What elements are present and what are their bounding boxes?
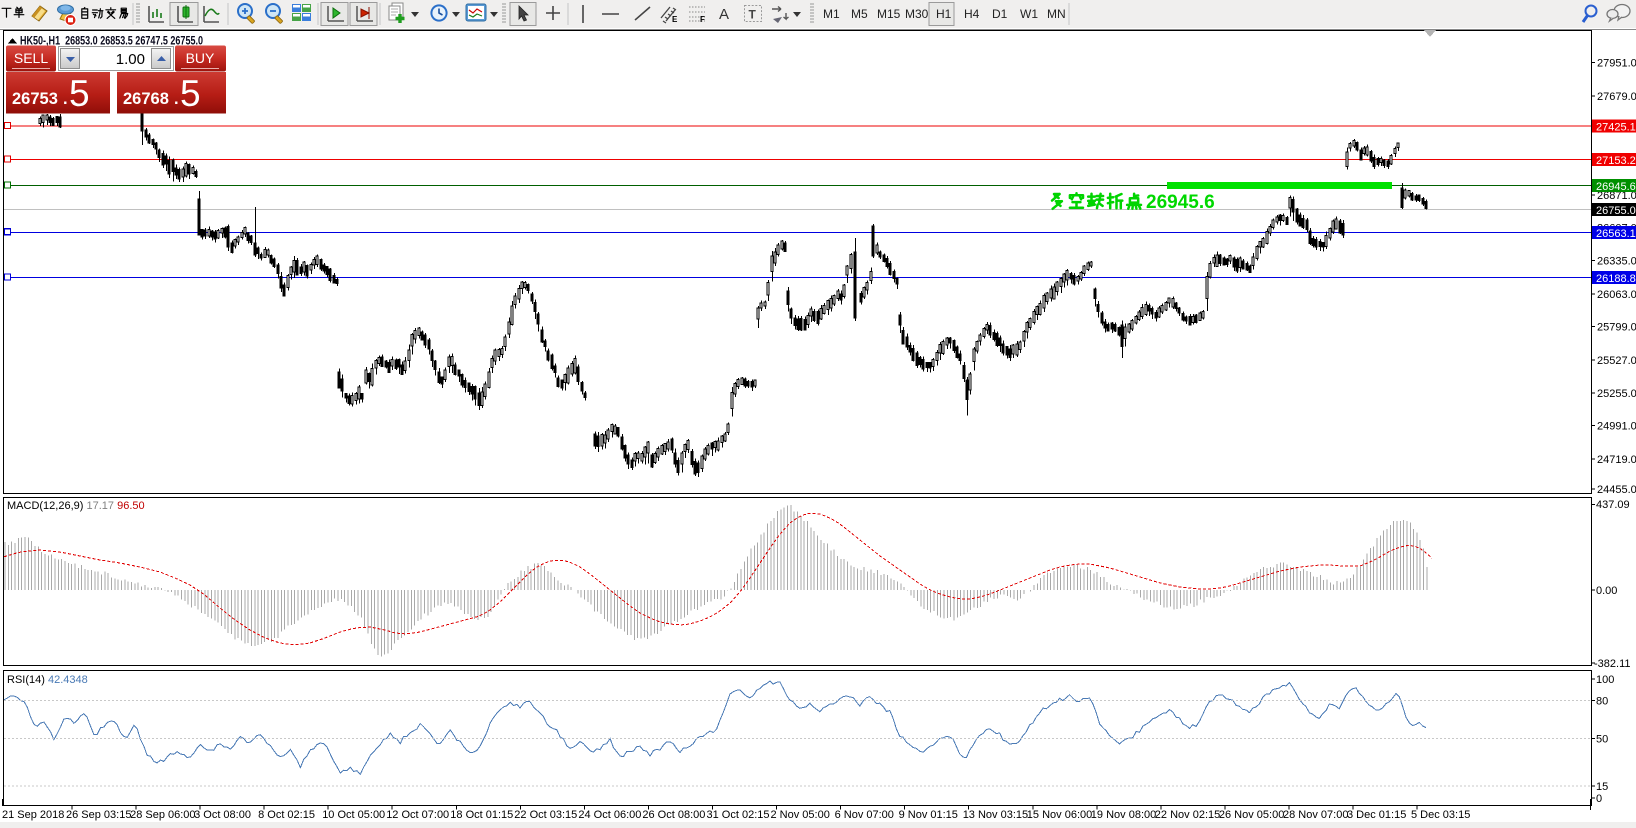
svg-text:80: 80 [1596, 696, 1608, 708]
svg-text:MN: MN [1047, 7, 1066, 21]
svg-text:24 Oct 06:00: 24 Oct 06:00 [578, 809, 641, 821]
svg-text:HK50-,H1 26853.0 26853.5 2674: HK50-,H1 26853.0 26853.5 26747.5 26755.0 [20, 36, 203, 48]
svg-text:24991.0: 24991.0 [1597, 421, 1636, 433]
svg-text:25527.0: 25527.0 [1597, 355, 1636, 367]
svg-text:28 Nov 07:00: 28 Nov 07:00 [1283, 809, 1348, 821]
svg-text:6 Nov 07:00: 6 Nov 07:00 [835, 809, 894, 821]
svg-text:1.00: 1.00 [116, 51, 145, 68]
svg-text:5 Dec 03:15: 5 Dec 03:15 [1411, 809, 1470, 821]
svg-text:26871.0: 26871.0 [1597, 190, 1636, 202]
svg-text:E: E [672, 15, 678, 24]
svg-text:18 Oct 01:15: 18 Oct 01:15 [450, 809, 513, 821]
svg-text:22 Nov 02:15: 22 Nov 02:15 [1155, 809, 1220, 821]
svg-text:28 Sep 06:00: 28 Sep 06:00 [130, 809, 195, 821]
svg-text:26945.6: 26945.6 [1596, 181, 1636, 193]
svg-text:5: 5 [180, 73, 201, 114]
svg-text:26753: 26753 [12, 90, 58, 108]
svg-text:0.00: 0.00 [1596, 585, 1617, 597]
svg-text:15 Nov 06:00: 15 Nov 06:00 [1027, 809, 1092, 821]
svg-text:26 Oct 08:00: 26 Oct 08:00 [642, 809, 705, 821]
svg-text:27153.2: 27153.2 [1596, 155, 1636, 167]
svg-text:437.09: 437.09 [1596, 499, 1630, 511]
svg-text:25799.0: 25799.0 [1597, 321, 1636, 333]
svg-text:MACD(12,26,9) 17.17 96.50: MACD(12,26,9) 17.17 96.50 [7, 500, 145, 512]
svg-text:21 Sep 2018: 21 Sep 2018 [2, 809, 64, 821]
svg-text:3 Dec 01:15: 3 Dec 01:15 [1347, 809, 1406, 821]
svg-text:SELL: SELL [14, 50, 48, 66]
svg-text:5: 5 [69, 73, 90, 114]
svg-text:26 Sep 03:15: 26 Sep 03:15 [66, 809, 131, 821]
svg-text:0: 0 [1596, 793, 1602, 805]
svg-text:10 Oct 05:00: 10 Oct 05:00 [322, 809, 385, 821]
svg-text:H4: H4 [964, 7, 980, 21]
svg-text:15: 15 [1596, 781, 1608, 793]
svg-text:12 Oct 07:00: 12 Oct 07:00 [386, 809, 449, 821]
svg-text:22 Oct 03:15: 22 Oct 03:15 [514, 809, 577, 821]
svg-text:9 Nov 01:15: 9 Nov 01:15 [899, 809, 958, 821]
svg-text:26 Nov 05:00: 26 Nov 05:00 [1219, 809, 1284, 821]
svg-text:26335.0: 26335.0 [1597, 256, 1636, 268]
svg-text:D1: D1 [992, 7, 1008, 21]
svg-text:25255.0: 25255.0 [1597, 388, 1636, 400]
svg-text:3 Oct 08:00: 3 Oct 08:00 [194, 809, 251, 821]
svg-text:26063.0: 26063.0 [1597, 289, 1636, 301]
svg-text:27425.1: 27425.1 [1596, 122, 1636, 134]
svg-text:13 Nov 03:15: 13 Nov 03:15 [963, 809, 1028, 821]
svg-text:8 Oct 02:15: 8 Oct 02:15 [258, 809, 315, 821]
svg-text:24455.0: 24455.0 [1597, 484, 1636, 496]
svg-text:27951.0: 27951.0 [1597, 57, 1636, 69]
svg-text:M5: M5 [851, 7, 868, 21]
svg-text:26755.0: 26755.0 [1596, 205, 1636, 217]
svg-text:19 Nov 08:00: 19 Nov 08:00 [1091, 809, 1156, 821]
svg-text:F: F [700, 15, 705, 24]
svg-text:-382.11: -382.11 [1594, 658, 1631, 670]
svg-text:W1: W1 [1020, 7, 1038, 21]
svg-text:M30: M30 [905, 7, 929, 21]
svg-text:31 Oct 02:15: 31 Oct 02:15 [707, 809, 770, 821]
svg-text:100: 100 [1596, 674, 1614, 686]
svg-text:RSI(14) 42.4348: RSI(14) 42.4348 [7, 674, 88, 686]
svg-text:M1: M1 [823, 7, 840, 21]
svg-text:26945.6: 26945.6 [1146, 192, 1215, 213]
svg-text:26563.1: 26563.1 [1596, 228, 1636, 240]
svg-text:50: 50 [1596, 734, 1608, 746]
svg-text:26188.8: 26188.8 [1596, 273, 1636, 285]
svg-text:T: T [749, 8, 757, 22]
svg-text:27679.0: 27679.0 [1597, 91, 1636, 103]
svg-text:24719.0: 24719.0 [1597, 454, 1636, 466]
svg-text:.: . [174, 90, 179, 108]
svg-text:M15: M15 [877, 7, 901, 21]
svg-text:A: A [719, 6, 729, 23]
svg-text:2 Nov 05:00: 2 Nov 05:00 [771, 809, 830, 821]
svg-text:.: . [63, 90, 68, 108]
svg-text:H1: H1 [936, 7, 952, 21]
svg-text:BUY: BUY [186, 50, 215, 66]
svg-text:26768: 26768 [123, 90, 169, 108]
